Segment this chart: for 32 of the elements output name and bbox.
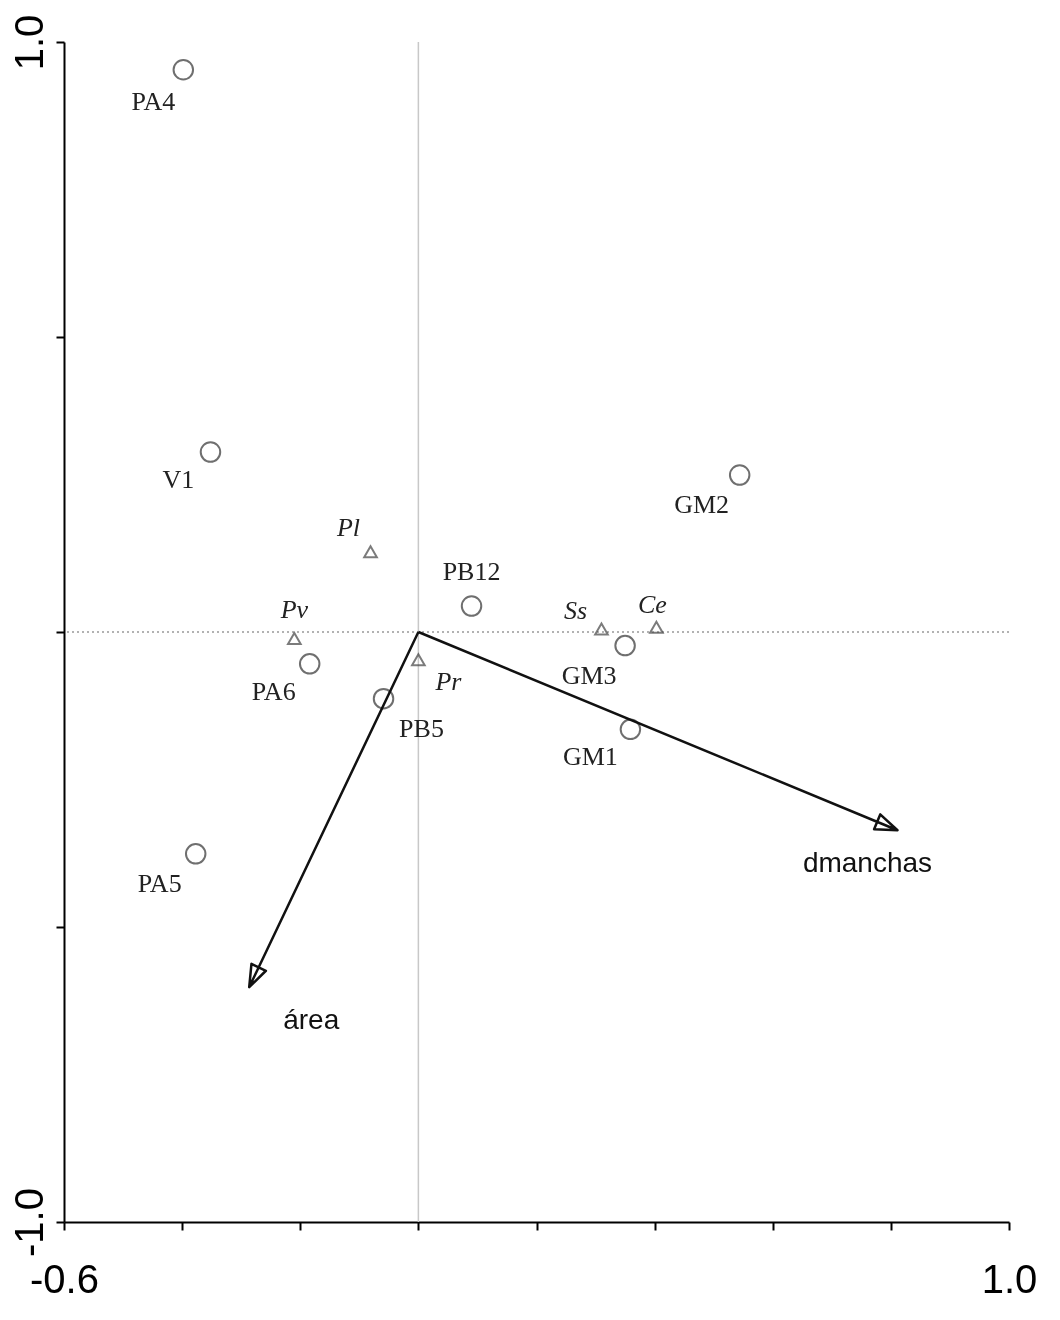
- data-label: V1: [162, 465, 195, 495]
- point: [199, 441, 222, 463]
- data-label: PA6: [251, 676, 296, 706]
- point: [614, 634, 636, 657]
- data-label: Ss: [563, 596, 588, 626]
- x-tick-label: -0.6: [30, 1256, 99, 1301]
- point: [363, 545, 378, 559]
- point: [594, 622, 609, 636]
- data-label: Pl: [335, 512, 361, 542]
- annotation: dmanchas: [802, 847, 933, 879]
- data-label: GM2: [674, 490, 730, 520]
- point: [287, 632, 302, 645]
- point: [372, 687, 395, 710]
- data-label: PB5: [399, 713, 444, 743]
- data-label: PA5: [137, 868, 182, 898]
- data-label: PA4: [131, 86, 176, 116]
- data-label: Pv: [279, 595, 309, 625]
- data-label: GM1: [562, 742, 618, 772]
- data-label: Ce: [637, 590, 667, 620]
- point: [649, 620, 664, 634]
- point: [298, 653, 321, 675]
- point: [619, 718, 642, 741]
- data-label: Pr: [434, 666, 463, 696]
- annotation: área: [283, 1004, 340, 1036]
- data-label: GM3: [561, 660, 617, 690]
- point: [460, 595, 483, 617]
- point: [184, 843, 207, 865]
- data-label: PB12: [442, 557, 501, 587]
- point: [411, 653, 426, 667]
- point: [728, 464, 751, 486]
- point: [172, 59, 195, 81]
- y-tick-label: -1.0: [6, 1188, 51, 1257]
